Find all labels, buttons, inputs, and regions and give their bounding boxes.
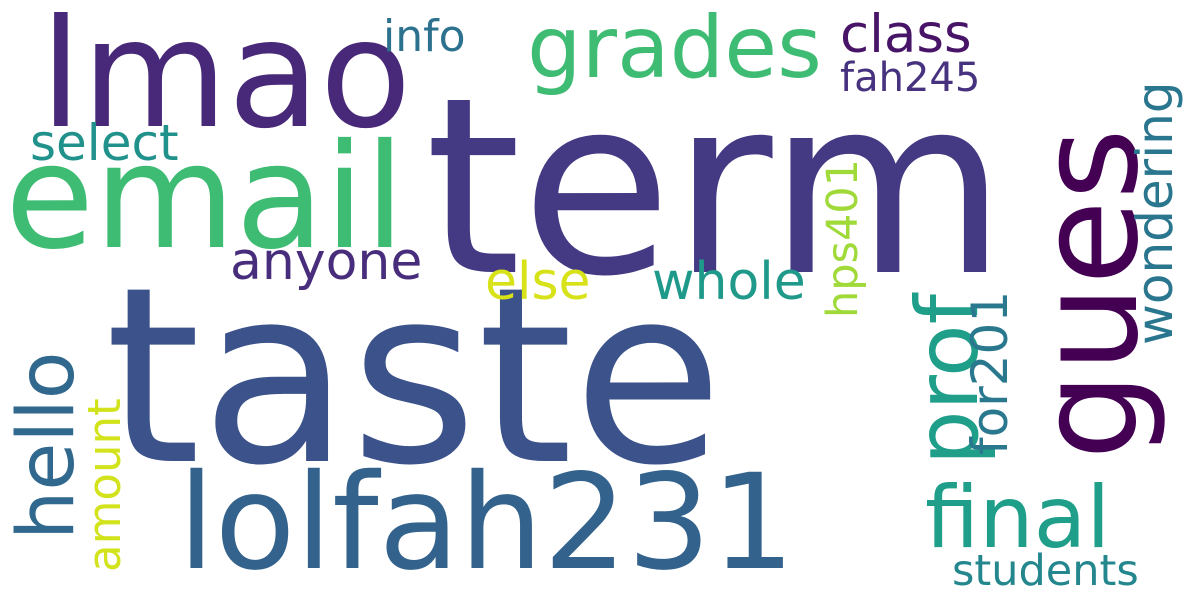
word-for201: for201 [961,290,1019,455]
word-else: else [485,252,591,312]
word-lolfah231: lolfah231 [178,446,796,600]
word-wondering: wondering [1126,81,1184,345]
word-info: info [383,11,466,62]
word-email: email [5,113,405,282]
word-select: select [30,114,179,172]
word-amount: amount [78,398,131,572]
word-term: term [425,45,1007,330]
word-hps401: hps401 [818,158,868,318]
word-class: class [840,4,972,65]
word-students: students [952,546,1139,596]
word-taste: taste [105,235,724,519]
word-hello: hello [2,351,92,541]
word-final: final [925,468,1111,568]
word-anyone: anyone [230,232,423,292]
word-lmao: lmao [40,0,412,162]
word-fah245: fah245 [840,55,981,101]
word-whole: whole [652,252,806,312]
word-grades: grades [527,0,822,98]
